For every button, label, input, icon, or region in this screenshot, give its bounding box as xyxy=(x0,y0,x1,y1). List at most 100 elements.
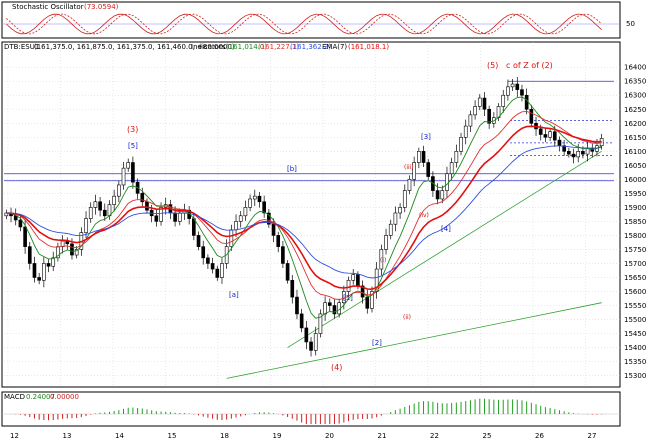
candle-body xyxy=(46,263,51,267)
wave-i-label: (i) xyxy=(380,257,386,264)
y-tick-label: 15700 xyxy=(624,260,646,268)
candle-body xyxy=(506,86,510,96)
candle-body xyxy=(177,212,182,222)
y-tick-label: 15350 xyxy=(624,358,646,366)
candle-body xyxy=(131,162,135,183)
candle-body xyxy=(548,131,552,138)
candle-body xyxy=(421,151,426,163)
y-tick-label: 15550 xyxy=(624,302,646,310)
candle-body xyxy=(18,219,23,228)
candle-body xyxy=(234,221,238,231)
wave-iv-label: (iv) xyxy=(419,212,429,219)
candle-body xyxy=(515,83,520,90)
y-tick-label: 15750 xyxy=(624,246,646,254)
stochastic-tick-50: 50 xyxy=(626,20,635,28)
candle-body xyxy=(32,263,37,278)
candle-body xyxy=(346,279,351,292)
candle-body xyxy=(388,223,393,236)
candle-body xyxy=(281,246,285,264)
x-tick-label: 27 xyxy=(588,432,597,440)
wave-ii-label: (ii) xyxy=(403,314,411,321)
wave-sub-3-label: [3] xyxy=(421,133,431,141)
x-tick-label: 15 xyxy=(168,432,177,440)
y-tick-label: 16000 xyxy=(624,176,646,184)
y-tick-label: 15400 xyxy=(624,344,646,352)
candle-body xyxy=(459,136,463,152)
candle-body xyxy=(543,134,548,138)
y-tick-label: 16350 xyxy=(624,78,646,86)
candle-body xyxy=(529,108,534,124)
candle-body xyxy=(37,277,41,281)
candle-body xyxy=(154,215,159,222)
wave-5-sub-label: [5] xyxy=(128,142,138,150)
candle-body xyxy=(295,296,299,315)
candle-body xyxy=(501,94,506,107)
macd-value: 0.24007 xyxy=(26,393,55,401)
candle-body xyxy=(445,173,449,191)
candle-body xyxy=(126,162,131,169)
candle-body xyxy=(267,212,271,225)
x-axis: 12 13 14 15 18 19 20 21 22 25 26 27 xyxy=(10,432,596,440)
candle-body xyxy=(201,246,206,259)
y-tick-label: 15450 xyxy=(624,330,646,338)
candle-body xyxy=(215,268,220,278)
price-ohlc: (161,375.0, 161,875.0, 161,375.0, 161,46… xyxy=(34,43,235,51)
candle-body xyxy=(393,212,398,225)
candle-body xyxy=(159,207,163,222)
stochastic-panel-frame xyxy=(1,1,621,39)
trendline xyxy=(287,150,602,348)
price-indicators-label: Indicators xyxy=(191,43,226,51)
candle-body xyxy=(524,94,529,110)
candle-body xyxy=(487,108,491,124)
candle-body xyxy=(285,263,290,281)
candle-body xyxy=(402,190,407,208)
stochastic-d-line xyxy=(6,13,602,35)
candle-body xyxy=(477,97,482,107)
x-tick-label: 14 xyxy=(115,432,124,440)
y-tick-label: 16100 xyxy=(624,148,646,156)
candle-body xyxy=(23,226,27,247)
candle-body xyxy=(398,207,402,214)
candle-body xyxy=(88,207,93,219)
stochastic-lines xyxy=(6,13,602,35)
candle-body xyxy=(520,89,524,96)
price-panel: DTB:ESU1 (161,375.0, 161,875.0, 161,375.… xyxy=(1,41,646,388)
candle-body xyxy=(56,246,60,259)
macd-value-2: 0.00000 xyxy=(50,393,79,401)
candle-body xyxy=(351,274,356,281)
candle-body xyxy=(112,195,116,205)
macd-histogram xyxy=(10,398,603,424)
candle-body xyxy=(581,151,585,155)
y-tick-label: 15950 xyxy=(624,190,646,198)
x-tick-label: 20 xyxy=(325,432,334,440)
candle-body xyxy=(238,215,243,222)
moving-average-line xyxy=(6,110,602,300)
price-indicator-1: (161,014.0) xyxy=(226,43,267,51)
stochastic-value: (73.0594) xyxy=(84,3,119,11)
candle-body xyxy=(576,151,581,158)
wave-5-note: c of Z of (2) xyxy=(506,61,553,70)
horizontal-levels xyxy=(4,80,614,182)
y-tick-label: 15300 xyxy=(624,372,646,380)
wave-sub-4-label: [4] xyxy=(441,225,451,233)
x-tick-label: 25 xyxy=(483,432,492,440)
candle-body xyxy=(538,128,543,135)
candle-body xyxy=(510,83,515,88)
candle-body xyxy=(121,167,126,186)
candle-body xyxy=(327,302,332,306)
y-tick-label: 15800 xyxy=(624,232,646,240)
wave-3-label: (3) xyxy=(127,125,138,134)
y-tick-label: 16150 xyxy=(624,134,646,142)
candle-body xyxy=(332,305,337,315)
candle-body xyxy=(220,263,224,278)
stochastic-panel: Stochastic Oscillator (73.0594) 50 xyxy=(1,1,635,39)
moving-average-line xyxy=(6,125,602,291)
candle-body xyxy=(140,193,145,203)
y-tick-label: 16200 xyxy=(624,120,646,128)
candle-body xyxy=(173,212,177,222)
x-tick-label: 26 xyxy=(535,432,544,440)
candle-body xyxy=(229,229,234,247)
y-tick-label: 16400 xyxy=(624,64,646,72)
